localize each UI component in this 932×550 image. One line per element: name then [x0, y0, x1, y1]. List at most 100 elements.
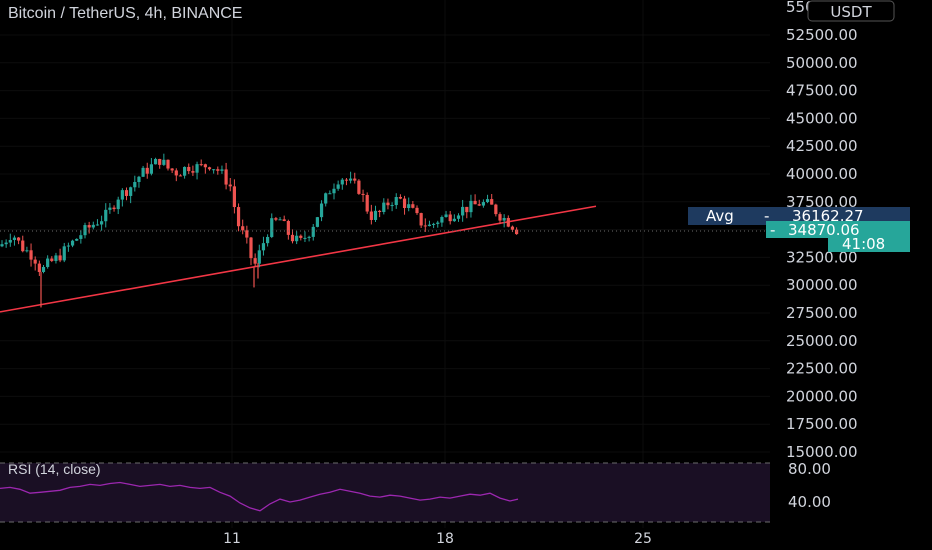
- candle-up: [62, 246, 66, 261]
- grid-lines: [0, 0, 770, 528]
- candle-down: [37, 263, 41, 272]
- currency-button-label[interactable]: USDT: [830, 3, 872, 21]
- time-axis-label-11: 11: [223, 531, 241, 547]
- candle-down: [386, 202, 390, 206]
- candle-up: [162, 159, 166, 165]
- candle-up: [137, 176, 141, 183]
- candle-down: [29, 250, 33, 260]
- candle-up: [456, 215, 461, 219]
- candle-down: [411, 204, 415, 208]
- price-axis-tick: 42500.00: [786, 137, 858, 155]
- candle-down: [224, 169, 228, 185]
- price-axis-tick: 20000.00: [786, 387, 858, 405]
- candle-up: [349, 178, 353, 181]
- candle-up: [129, 187, 133, 196]
- candle-up: [12, 237, 17, 240]
- last-price-tag: [766, 221, 910, 238]
- candle-down: [241, 226, 245, 231]
- candle-down: [178, 175, 183, 177]
- candle-down: [448, 214, 452, 222]
- candle-down: [415, 207, 419, 214]
- candle-down: [207, 167, 212, 170]
- candle-down: [249, 237, 253, 259]
- candle-down: [17, 237, 21, 241]
- candle-down: [170, 168, 174, 171]
- candle-up: [373, 210, 378, 220]
- candle-down: [357, 180, 361, 194]
- price-axis-tick: 27500.00: [786, 304, 858, 322]
- candle-up: [8, 239, 12, 243]
- candle-up: [153, 158, 158, 165]
- candle-down: [58, 255, 62, 261]
- rsi-level-upper: 80.00: [788, 460, 831, 478]
- rsi-band: [0, 463, 770, 522]
- candle-down: [158, 158, 162, 165]
- candle-down: [490, 199, 494, 205]
- candle-up: [390, 205, 394, 207]
- candle-down: [236, 207, 241, 227]
- candle-up: [195, 164, 199, 173]
- candle-up: [41, 266, 46, 272]
- candle-up: [427, 224, 432, 227]
- candle-down: [21, 240, 25, 252]
- candle-up: [461, 206, 465, 216]
- candle-down: [398, 197, 402, 199]
- candle-countdown: 41:08: [842, 235, 885, 253]
- candle-down: [344, 179, 349, 181]
- rsi-label: RSI (14, close): [8, 461, 101, 477]
- candle-down: [423, 225, 427, 227]
- candle-up: [340, 179, 344, 185]
- candle-down: [112, 207, 116, 210]
- candle-up: [324, 193, 328, 204]
- candle-down: [33, 259, 37, 264]
- candle-up: [183, 166, 187, 176]
- price-axis-tick: 17500.00: [786, 415, 858, 433]
- candle-up: [440, 216, 444, 223]
- candle-up: [315, 217, 319, 227]
- avg-tag-dash: -: [764, 207, 769, 225]
- candle-down: [187, 166, 191, 172]
- last-price-dash: -: [770, 221, 775, 239]
- price-axis-tick: 32500.00: [786, 248, 858, 266]
- candle-down: [274, 218, 278, 220]
- candle-down: [515, 229, 519, 235]
- candle-up: [469, 200, 473, 213]
- candle-up: [328, 193, 332, 195]
- candle-down: [494, 204, 498, 215]
- candle-down: [402, 198, 407, 209]
- candle-up: [295, 235, 299, 242]
- price-axis-tick: 50000.00: [786, 54, 858, 72]
- candle-up: [307, 236, 311, 238]
- candle-up: [270, 218, 274, 237]
- candles-layer: [0, 153, 519, 308]
- price-axis-tick: 47500.00: [786, 82, 858, 100]
- candle-up: [91, 224, 95, 228]
- candle-down: [87, 225, 91, 228]
- candle-up: [432, 223, 436, 225]
- candle-up: [75, 238, 79, 241]
- candle-down: [145, 167, 149, 174]
- candle-up: [25, 250, 29, 252]
- candle-up: [0, 244, 4, 247]
- candle-up: [120, 190, 124, 200]
- candle-down: [477, 204, 481, 206]
- candle-down: [228, 184, 232, 187]
- candle-up: [54, 255, 58, 261]
- candle-up: [141, 167, 145, 177]
- candle-down: [465, 206, 469, 213]
- currency-button[interactable]: [807, 0, 895, 22]
- candle-up: [485, 199, 490, 203]
- rsi-level-lower: 40.00: [788, 493, 831, 511]
- candle-up: [336, 184, 340, 189]
- rsi-line: [0, 481, 519, 512]
- price-axis-tick: 25000.00: [786, 332, 858, 350]
- candle-down: [232, 186, 236, 208]
- chart-title: Bitcoin / TetherUS, 4h, BINANCE: [8, 5, 242, 22]
- price-axis-tick: 37500.00: [786, 193, 858, 211]
- candle-up: [104, 209, 108, 222]
- candle-up: [266, 236, 270, 244]
- candle-down: [166, 159, 170, 169]
- candle-up: [452, 218, 456, 222]
- support-trendline: [0, 205, 597, 313]
- candle-down: [498, 214, 502, 221]
